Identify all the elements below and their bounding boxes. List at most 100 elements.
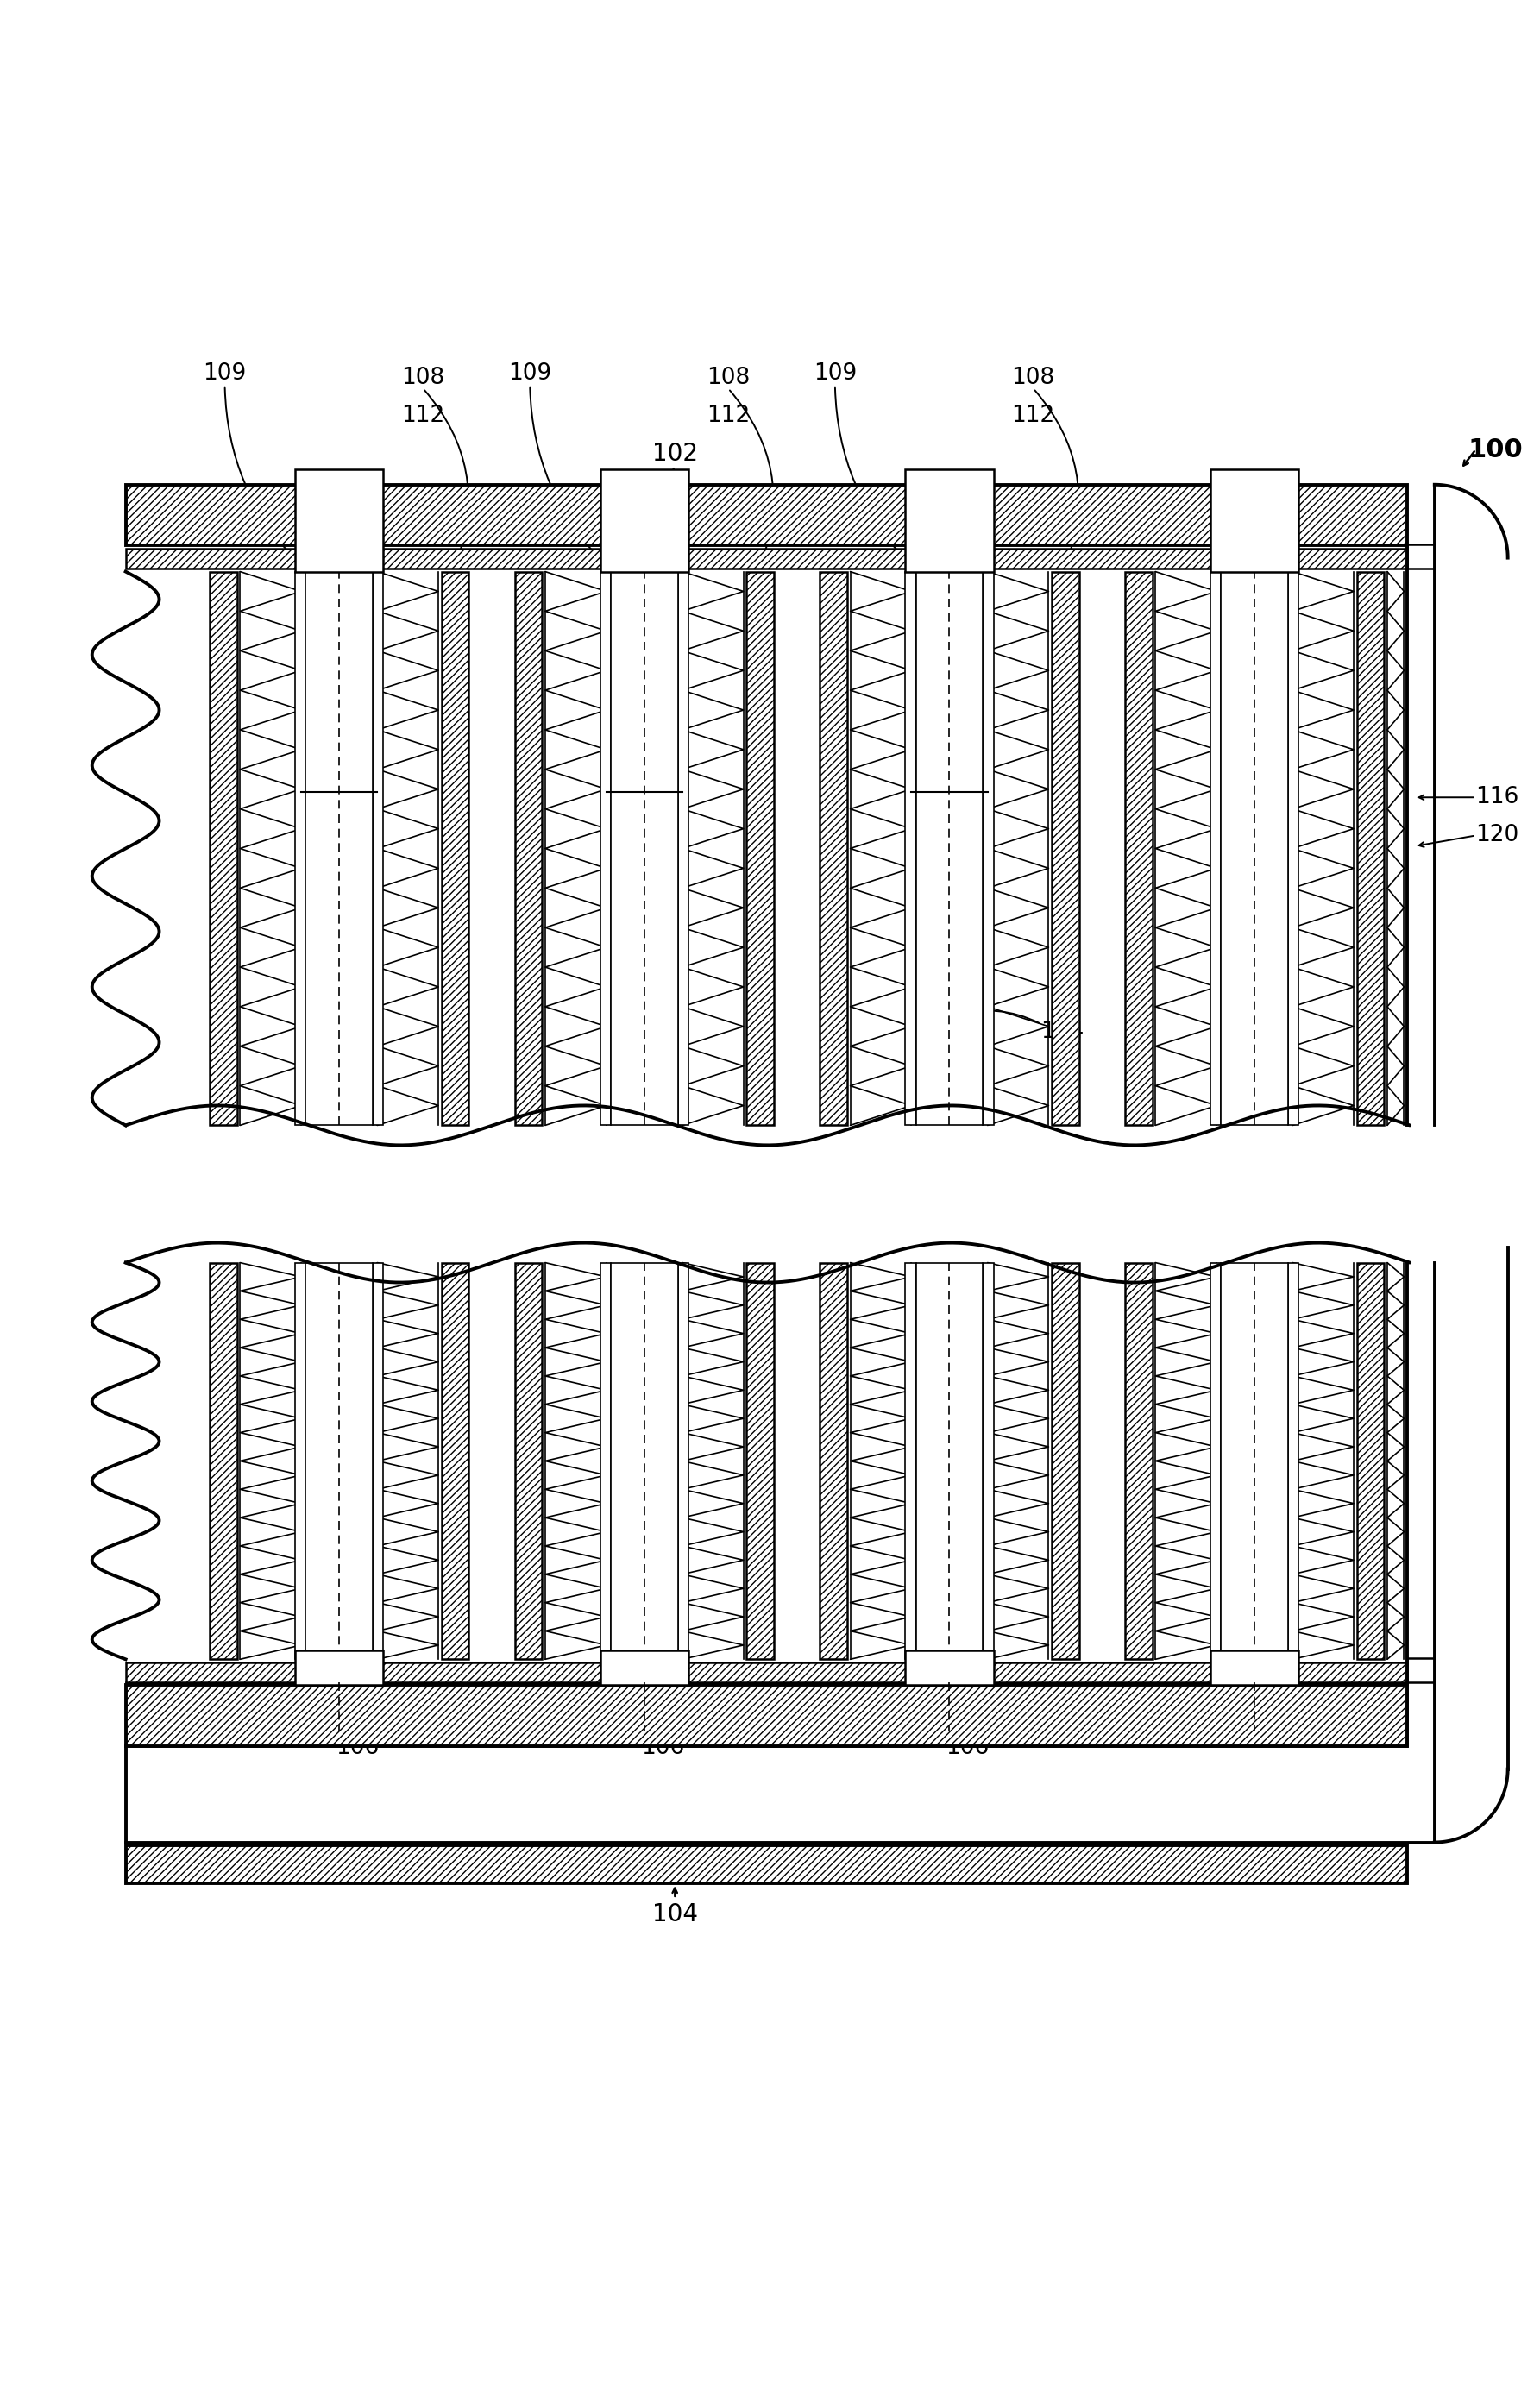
Bar — [305, 1263, 373, 1660]
Bar — [126, 1686, 1408, 1746]
Bar — [209, 571, 237, 1125]
Bar — [514, 1263, 542, 1660]
Bar — [850, 1263, 912, 1660]
Bar — [373, 1263, 383, 1660]
Bar — [819, 1263, 847, 1660]
Bar — [1292, 571, 1354, 1125]
Bar — [1052, 571, 1080, 1125]
Bar — [1210, 571, 1221, 1125]
Text: 112: 112 — [402, 406, 445, 427]
Bar — [611, 571, 678, 1125]
Bar — [126, 1846, 1408, 1884]
Bar — [1292, 1263, 1354, 1660]
Bar — [611, 1263, 678, 1660]
Bar — [819, 1263, 847, 1660]
Bar — [1210, 1263, 1221, 1660]
Bar — [442, 1263, 468, 1660]
Bar — [1210, 470, 1298, 571]
Bar — [1408, 1657, 1435, 1681]
Bar — [747, 571, 775, 1125]
Bar — [1357, 571, 1384, 1125]
Bar — [678, 571, 688, 1125]
Bar — [126, 549, 1408, 568]
Text: 100: 100 — [1468, 437, 1523, 461]
Text: 114: 114 — [1041, 1020, 1084, 1044]
Text: 109: 109 — [203, 363, 246, 384]
Text: 106: 106 — [641, 1736, 684, 1760]
Bar — [906, 1263, 916, 1660]
Bar — [1287, 1263, 1298, 1660]
Bar — [296, 470, 383, 571]
Bar — [126, 549, 1408, 568]
Bar — [601, 1650, 688, 1686]
Bar — [747, 1263, 775, 1660]
Text: 108: 108 — [402, 368, 445, 389]
Bar — [373, 571, 383, 1125]
Text: 106: 106 — [336, 1736, 379, 1760]
Text: 120: 120 — [622, 943, 665, 967]
Text: 112: 112 — [707, 406, 750, 427]
Bar — [682, 571, 744, 1125]
Text: 116: 116 — [1475, 786, 1518, 810]
Bar — [126, 1846, 1408, 1884]
Text: 120: 120 — [927, 943, 972, 967]
Bar — [514, 571, 542, 1125]
Bar — [296, 1650, 383, 1686]
Bar — [1052, 1263, 1080, 1660]
Bar — [1384, 571, 1408, 1125]
Bar — [1052, 571, 1080, 1125]
Bar — [545, 1263, 607, 1660]
Bar — [1287, 571, 1298, 1125]
Bar — [916, 1263, 983, 1660]
Bar — [1155, 571, 1217, 1125]
Bar — [1124, 1263, 1152, 1660]
Text: 110: 110 — [927, 762, 972, 783]
Bar — [1124, 571, 1152, 1125]
Bar — [819, 571, 847, 1125]
Bar — [987, 571, 1049, 1125]
Bar — [916, 571, 983, 1125]
Text: 102: 102 — [651, 442, 698, 466]
Bar — [209, 571, 237, 1125]
Bar — [305, 571, 373, 1125]
Bar — [296, 1263, 305, 1660]
Text: 110: 110 — [317, 762, 360, 783]
Bar — [983, 571, 993, 1125]
Bar — [514, 571, 542, 1125]
Bar — [747, 1263, 775, 1660]
Text: 106: 106 — [946, 1736, 989, 1760]
Bar — [819, 571, 847, 1125]
Bar — [1357, 1263, 1384, 1660]
Bar — [850, 571, 912, 1125]
Bar — [126, 1686, 1408, 1746]
Bar — [209, 1263, 237, 1660]
Bar — [442, 571, 468, 1125]
Text: 104: 104 — [651, 1901, 698, 1927]
Bar — [601, 1263, 611, 1660]
Bar — [545, 571, 607, 1125]
Bar — [1384, 1263, 1408, 1660]
Bar — [442, 1263, 468, 1660]
Bar — [1124, 571, 1152, 1125]
Bar — [1408, 544, 1435, 568]
Text: 112: 112 — [1012, 406, 1055, 427]
Text: 107: 107 — [539, 1719, 582, 1741]
Bar — [682, 1263, 744, 1660]
Bar — [377, 1263, 439, 1660]
Bar — [747, 571, 775, 1125]
Text: 120: 120 — [1475, 824, 1518, 848]
Bar — [678, 1263, 688, 1660]
Bar — [601, 571, 611, 1125]
Bar — [240, 1263, 302, 1660]
Bar — [514, 1263, 542, 1660]
Bar — [1155, 1263, 1217, 1660]
Bar — [1052, 1263, 1080, 1660]
Bar — [601, 470, 688, 571]
Bar — [126, 1662, 1408, 1681]
Bar — [906, 571, 916, 1125]
Text: 110: 110 — [622, 762, 665, 783]
Bar — [442, 571, 468, 1125]
Bar — [1221, 1263, 1287, 1660]
Text: 109: 109 — [508, 363, 551, 384]
Bar — [1124, 1263, 1152, 1660]
